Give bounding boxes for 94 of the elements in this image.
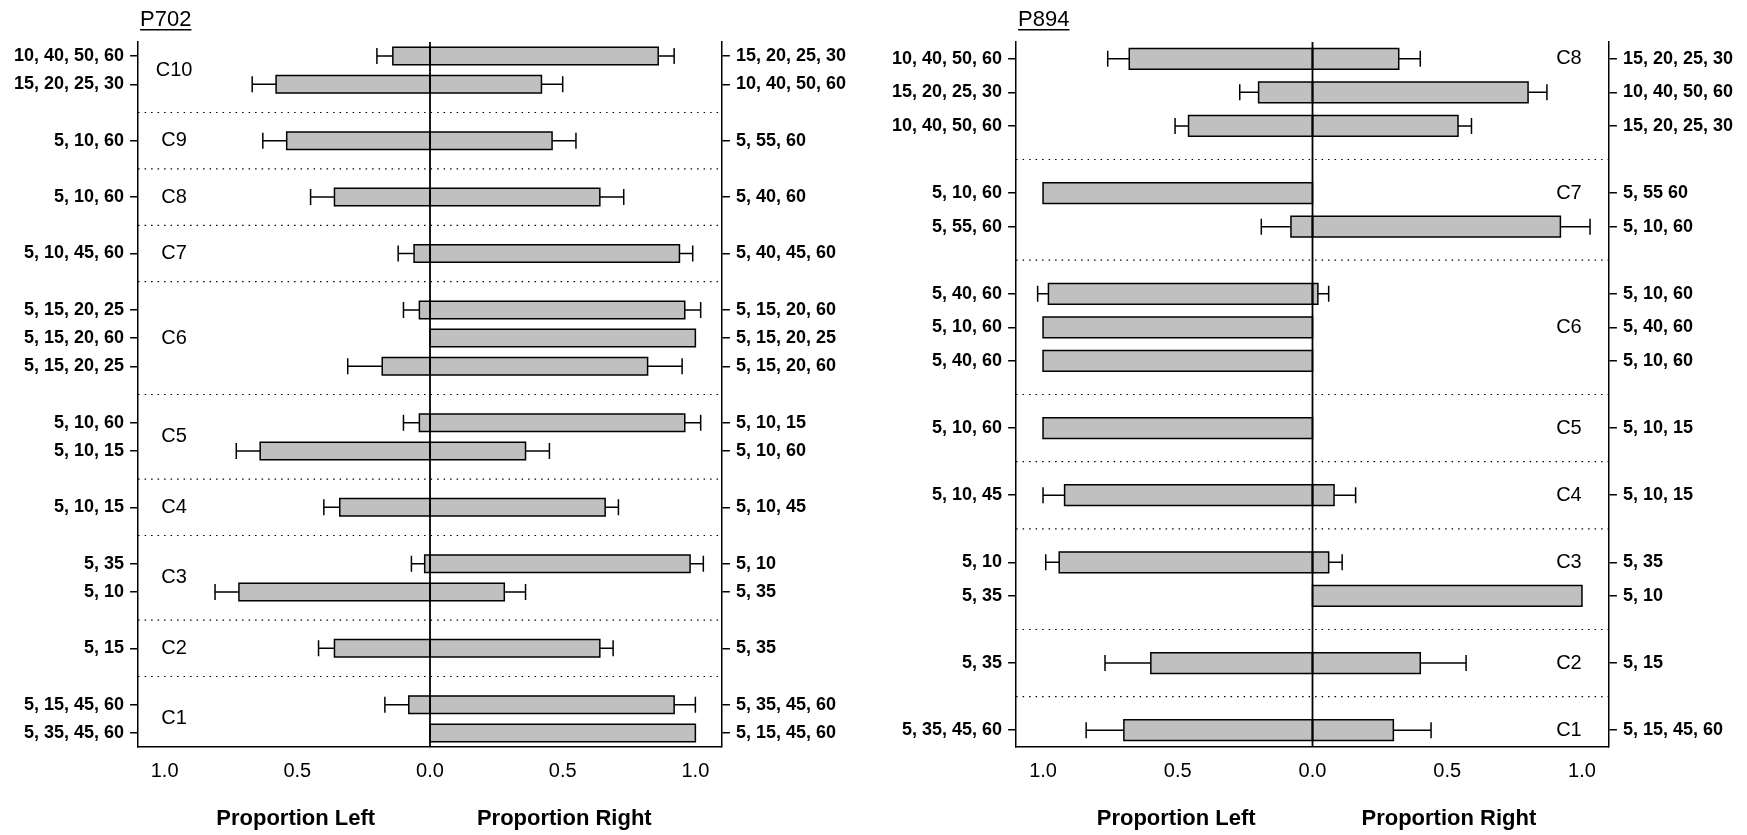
y-tick-label: 5, 35, 45, 60: [24, 721, 125, 742]
y2-tick-label: 5, 15, 45, 60: [1622, 719, 1723, 740]
y-tick-label: 10, 40, 50, 60: [14, 45, 125, 66]
y2-tick-label: 5, 55, 60: [735, 129, 806, 150]
y2-tick-label: 5, 15, 45, 60: [735, 721, 836, 742]
annotation: C2: [1556, 650, 1582, 673]
y2-tick-label: 5, 35: [735, 637, 776, 658]
y2-tick-label: 5, 15, 20, 25: [735, 327, 836, 348]
y2-tick-label: 15, 20, 25, 30: [1622, 114, 1733, 135]
annotation: C3: [161, 565, 187, 588]
y2-tick-label: 5, 15, 20, 60: [735, 298, 836, 319]
annotation: C1: [161, 706, 187, 729]
y2-tick-label: 5, 10, 15: [1622, 417, 1693, 438]
y-tick-label: 5, 10, 60: [54, 411, 125, 432]
y2-tick-label: 5, 55 60: [1622, 182, 1688, 203]
x-axis-title: Proportion Left: [216, 805, 376, 831]
chart-title: P702: [140, 6, 192, 31]
y-tick-label: 5, 55, 60: [932, 215, 1003, 236]
y2-tick-label: 15, 20, 25, 30: [735, 45, 846, 66]
y2-tick-label: 5, 10: [1622, 584, 1663, 605]
y2-tick-label: 5, 10, 60: [735, 439, 806, 460]
text: Proportion Right: [1361, 805, 1537, 831]
x-tick-label: 1.0: [681, 758, 710, 781]
y-tick-label: 5, 35: [962, 652, 1003, 673]
x-tick-label: 1.0: [150, 758, 179, 781]
y-tick-label: 5, 10, 60: [932, 316, 1003, 337]
y-tick-label: 5, 10, 60: [54, 129, 125, 150]
y-tick-label: 5, 15: [84, 637, 125, 658]
y2-tick-label: 5, 10, 45: [735, 496, 806, 517]
y2-tick-label: 5, 10, 60: [1622, 349, 1693, 370]
x-tick-label: 0.5: [1163, 758, 1192, 781]
y-tick-label: 5, 40, 60: [932, 349, 1003, 370]
y-tick-label: 5, 15, 45, 60: [24, 693, 125, 714]
y2-tick-label: 5, 10, 15: [735, 411, 806, 432]
annotation: C1: [1556, 717, 1582, 740]
y2-tick-label: 10, 40, 50, 60: [735, 73, 846, 94]
y-tick-label: 5, 10, 60: [932, 182, 1003, 203]
y-tick-label: 5, 10, 60: [54, 186, 125, 207]
y-tick-label: 5, 10, 15: [54, 496, 125, 517]
annotation: C6: [161, 325, 187, 348]
annotation: C8: [161, 184, 187, 207]
x-axis-title: Proportion Left: [1096, 805, 1257, 831]
y-tick-label: 5, 10: [84, 580, 125, 601]
annotation: C4: [161, 494, 187, 517]
x-tick-label: 0.0: [416, 758, 444, 781]
y2-tick-label: 10, 40, 50, 60: [1622, 81, 1733, 102]
annotation: C2: [161, 635, 187, 658]
annotation: C10: [155, 57, 193, 80]
y2-tick-label: 5, 10, 60: [1622, 282, 1693, 303]
y2-tick-label: 5, 10, 60: [1622, 215, 1693, 236]
y-tick-label: 5, 35, 45, 60: [902, 719, 1003, 740]
y-tick-label: 5, 10, 15: [54, 439, 125, 460]
y2-tick-label: 5, 40, 60: [1622, 316, 1693, 337]
annotation: C7: [161, 241, 187, 264]
y-tick-label: 15, 20, 25, 30: [892, 81, 1003, 102]
annotation: C5: [1556, 415, 1582, 438]
x-tick-label: 0.5: [1433, 758, 1462, 781]
y-tick-label: 10, 40, 50, 60: [892, 114, 1003, 135]
y2-tick-label: 5, 40, 60: [735, 186, 806, 207]
y-tick-label: 5, 40, 60: [932, 282, 1003, 303]
annotation: C4: [1556, 482, 1582, 505]
y-tick-label: 5, 35: [962, 584, 1003, 605]
x-tick-label: 0.5: [548, 758, 577, 781]
y2-tick-label: 5, 15: [1622, 652, 1663, 673]
annotation: C7: [1556, 180, 1582, 203]
y-tick-label: 10, 40, 50, 60: [892, 47, 1003, 68]
annotation: C8: [1556, 46, 1582, 69]
y-tick-label: 5, 35: [84, 552, 125, 573]
y-tick-label: 5, 10, 45, 60: [24, 242, 125, 263]
y2-tick-label: 5, 35, 45, 60: [735, 693, 836, 714]
y2-tick-label: 5, 15, 20, 60: [735, 355, 836, 376]
y-tick-label: 5, 15, 20, 25: [24, 298, 125, 319]
chart-title: P894: [1018, 6, 1070, 31]
annotation: C5: [161, 424, 187, 447]
text: Proportion Right: [476, 805, 653, 831]
x-tick-label: 0.0: [1298, 758, 1327, 781]
y2-tick-label: 5, 10: [735, 552, 776, 573]
y-tick-label: 5, 15, 20, 25: [24, 355, 125, 376]
y-tick-label: 5, 10, 60: [932, 417, 1003, 438]
annotation: C6: [1556, 314, 1582, 337]
y-tick-label: 15, 20, 25, 30: [14, 73, 125, 94]
y2-tick-label: 5, 40, 45, 60: [735, 242, 836, 263]
y2-tick-label: 5, 35: [1622, 551, 1663, 572]
x-tick-label: 1.0: [1029, 758, 1057, 781]
annotation: C3: [1556, 549, 1582, 572]
y-tick-label: 5, 15, 20, 60: [24, 327, 125, 348]
y2-tick-label: 15, 20, 25, 30: [1622, 47, 1733, 68]
y-tick-label: 5, 10: [962, 551, 1003, 572]
y2-tick-label: 5, 35: [735, 580, 776, 601]
y-tick-label: 5, 10, 45: [932, 484, 1003, 505]
y2-tick-label: 5, 10, 15: [1622, 484, 1693, 505]
annotation: C9: [161, 128, 187, 151]
x-tick-label: 0.5: [283, 758, 312, 781]
x-tick-label: 1.0: [1568, 758, 1596, 781]
